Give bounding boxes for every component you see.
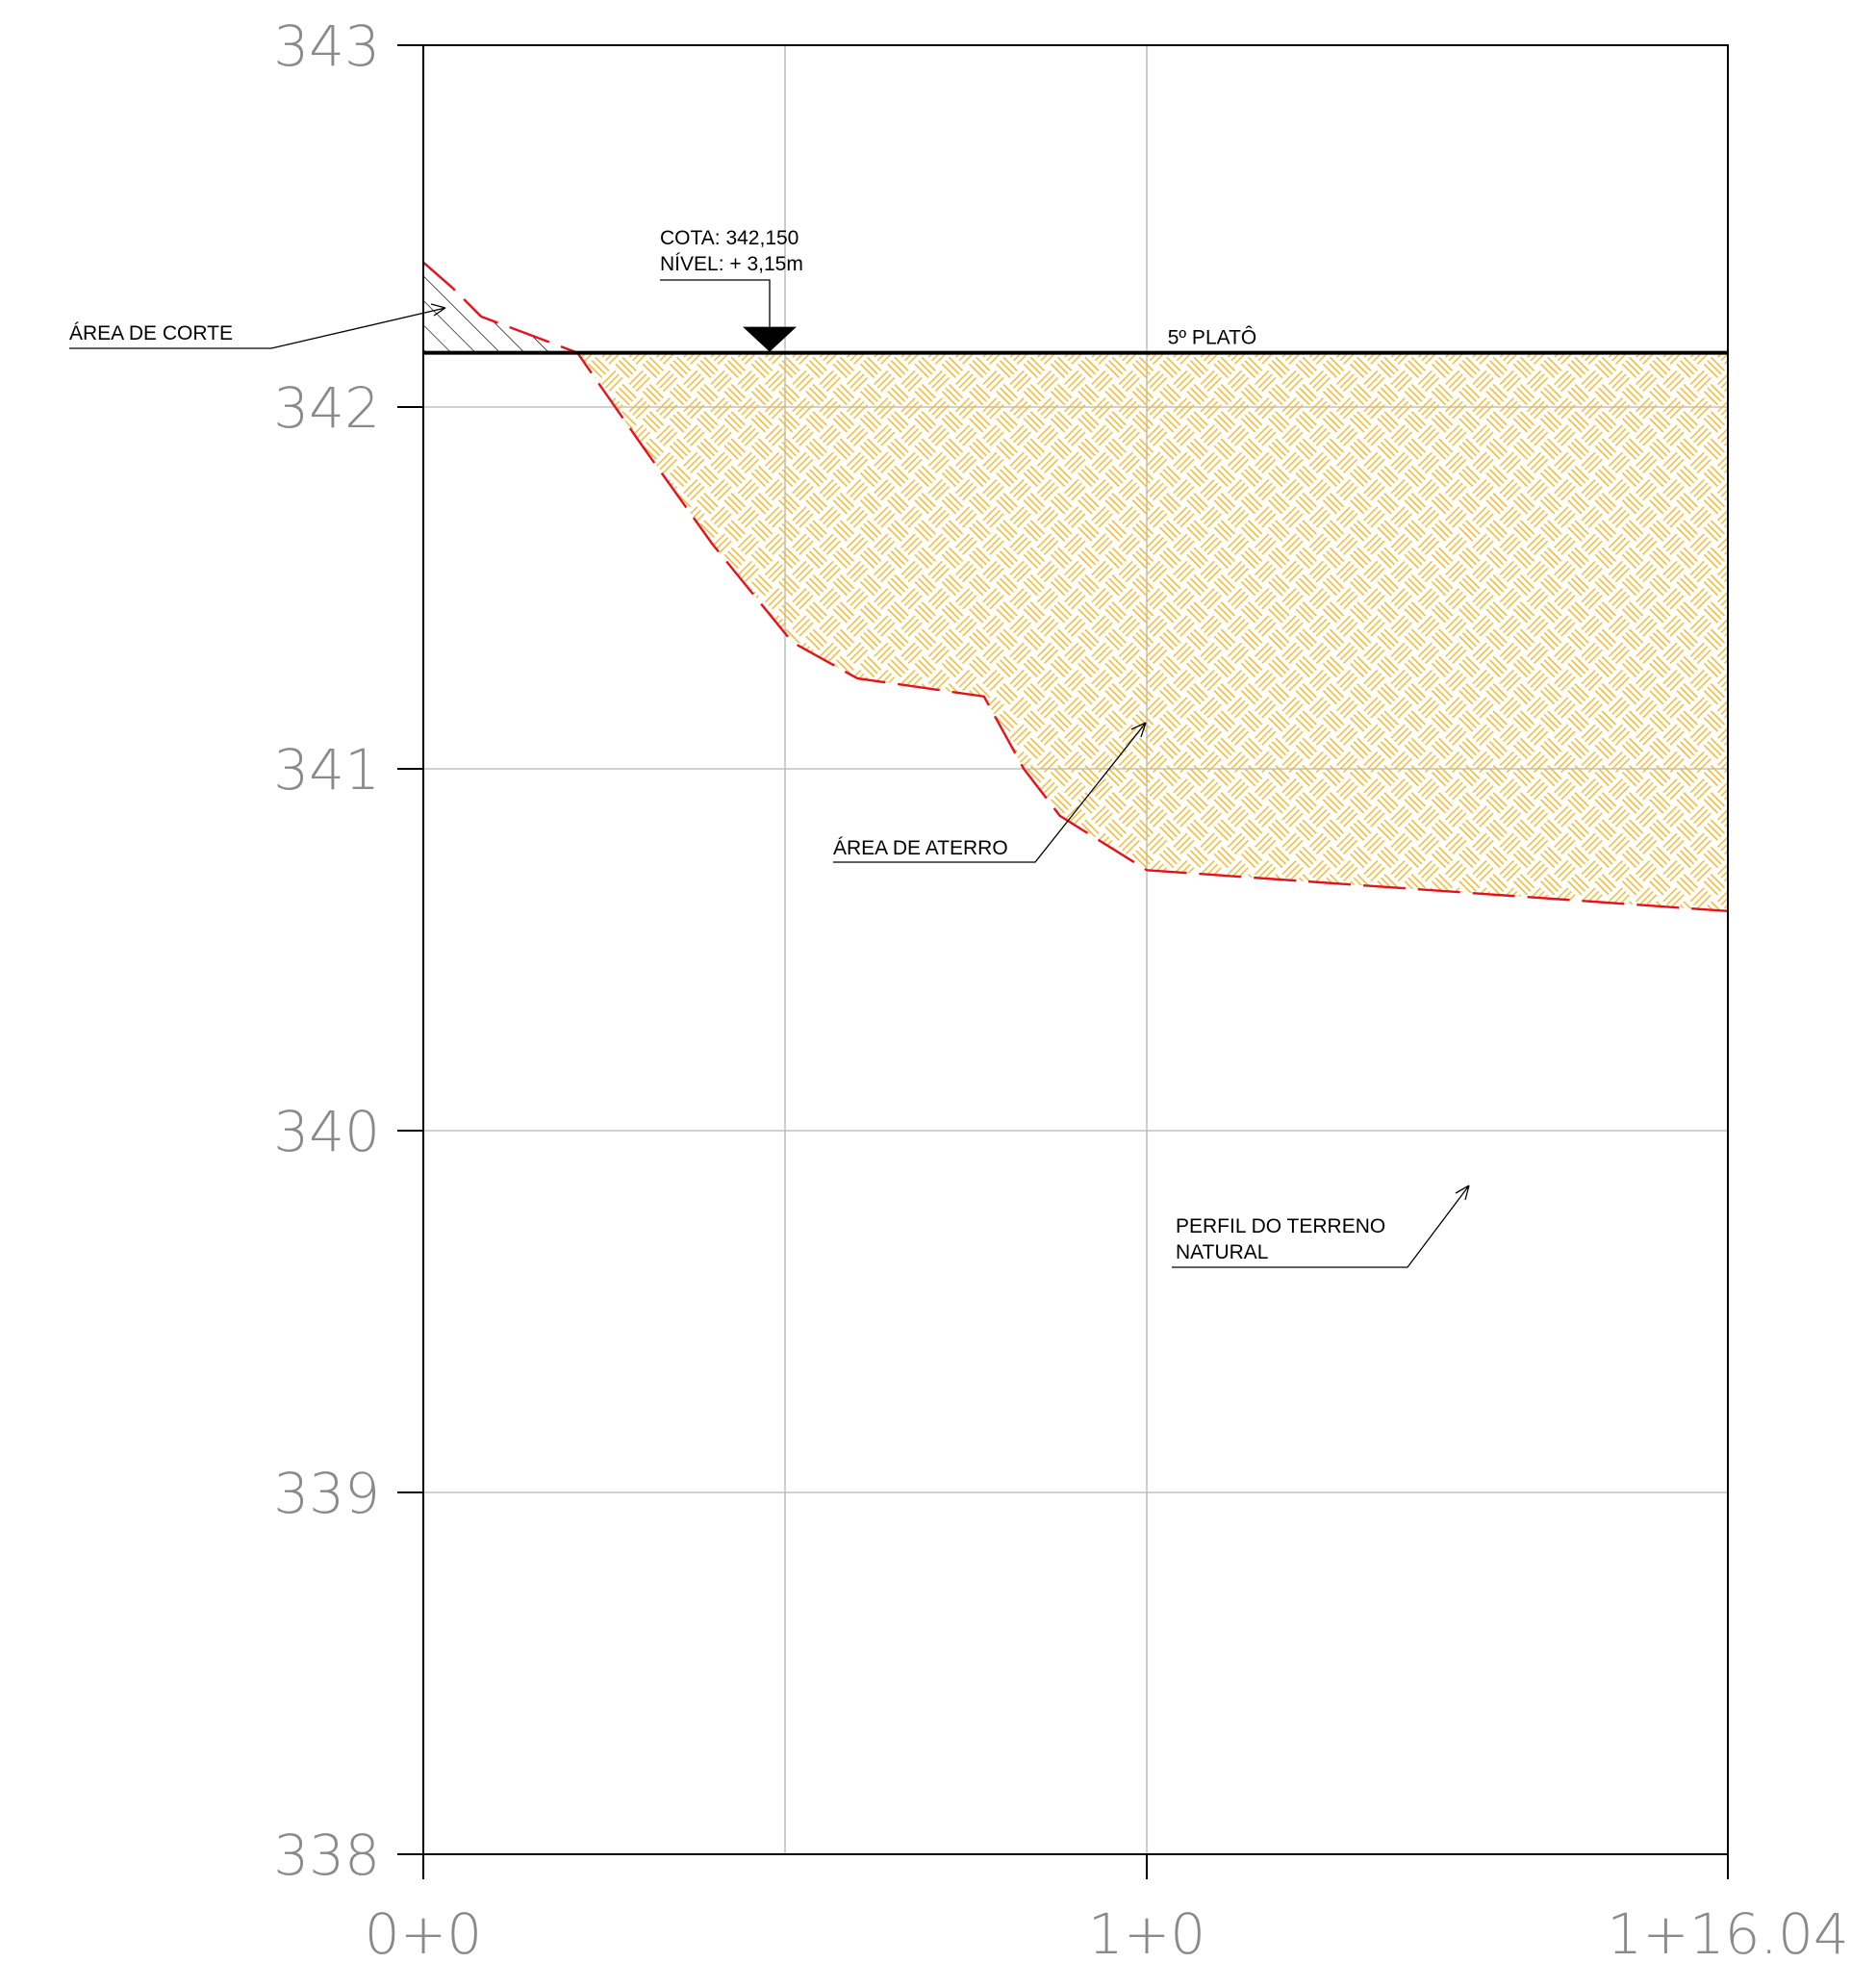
cota-leader [660, 279, 771, 327]
aterro-leader [833, 722, 1147, 863]
terreno-leader [1172, 1185, 1470, 1268]
platform-label: 5º PLATÔ [1168, 327, 1256, 349]
terreno-label-line1: PERFIL DO TERRENO [1176, 1215, 1385, 1237]
x-axis-ticks: 0+0 1+0 1+16.04 [365, 1854, 1849, 1967]
terrain-profile-line [423, 261, 1728, 913]
grid-lines [423, 45, 1728, 1854]
y-axis-ticks: 343 342 341 340 339 338 [273, 13, 423, 1888]
cota-label: COTA: 342,150 [660, 227, 799, 249]
corte-leader [69, 303, 446, 349]
corte-hatch [423, 262, 578, 353]
x-tick-label: 1+0 [1088, 1901, 1205, 1967]
x-tick-label: 1+16.04 [1607, 1901, 1849, 1967]
nivel-label: NÍVEL: + 3,15m [660, 253, 803, 275]
corte-label: ÁREA DE CORTE [69, 322, 233, 344]
level-marker-icon [743, 326, 797, 352]
aterro-label: ÁREA DE ATERRO [833, 837, 1008, 859]
fill-area [423, 262, 1728, 911]
y-tick-label: 339 [273, 1461, 380, 1526]
x-tick-label: 0+0 [365, 1901, 482, 1967]
y-tick-label: 338 [273, 1822, 380, 1888]
y-tick-label: 342 [273, 375, 380, 441]
terreno-label-line2: NATURAL [1176, 1241, 1268, 1263]
y-tick-label: 341 [273, 737, 380, 803]
plot-frame [422, 44, 1729, 1855]
terrain-line [423, 261, 1728, 913]
y-tick-label: 340 [273, 1099, 380, 1164]
y-tick-label: 343 [273, 13, 380, 79]
aterro-hatch [577, 352, 1728, 911]
